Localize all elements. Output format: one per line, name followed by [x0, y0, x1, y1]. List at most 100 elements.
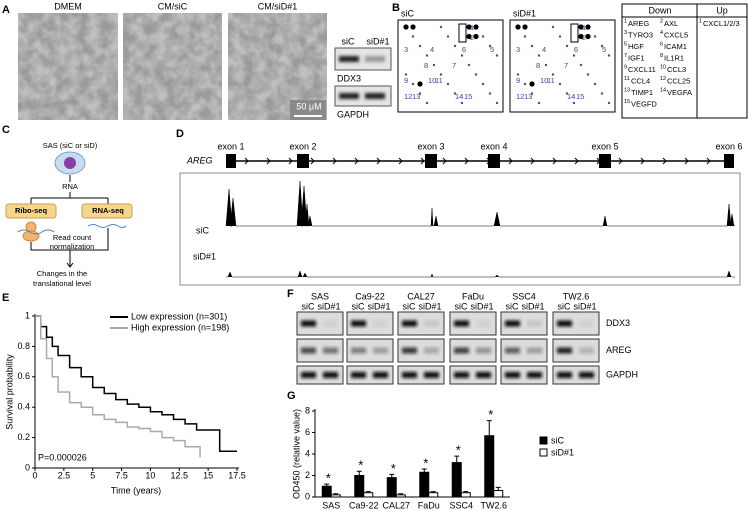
array-spot — [523, 35, 527, 38]
spot-number: 7 — [564, 61, 568, 70]
antibody-array — [509, 19, 616, 113]
array-spot — [516, 73, 520, 76]
table-entry: AXL — [664, 19, 678, 28]
exon — [226, 154, 236, 168]
x-tick-label: 12.5 — [171, 470, 189, 480]
y-tick-label: 0.4 — [17, 402, 30, 412]
tree — [30, 228, 109, 258]
bar — [451, 462, 462, 498]
blot-band — [424, 372, 439, 378]
bar — [484, 435, 495, 498]
spot-number: 8 — [424, 61, 428, 70]
blot — [552, 365, 600, 385]
cell-line-label: SSC4 — [512, 291, 536, 301]
cell-line-label: SAS — [311, 291, 329, 301]
survival-curve — [35, 315, 237, 453]
y-axis-label: Survival probability — [4, 354, 14, 430]
strand-arrow — [684, 157, 689, 165]
error-bar — [389, 473, 395, 478]
y-tick-label: 4 — [305, 448, 310, 458]
x-tick-label: TW2.6 — [480, 500, 507, 510]
significance-mark: * — [423, 455, 428, 470]
array-spot — [544, 63, 548, 67]
lane-label: siD#1 — [573, 301, 596, 311]
blot-row-label: AREG — [606, 345, 632, 355]
blot-band — [527, 347, 542, 354]
step-label: normalization — [50, 242, 95, 251]
table-index: 1 — [699, 18, 702, 24]
track-label: siC — [196, 225, 209, 235]
array-spot — [495, 101, 499, 105]
lane-label: siC — [342, 36, 355, 46]
x-tick-label: Ca9-22 — [349, 500, 379, 510]
bar — [321, 485, 332, 498]
blot-band — [301, 320, 316, 327]
table-index: 9 — [624, 64, 627, 70]
spot-number: 3 — [516, 45, 520, 54]
array-spot — [572, 101, 576, 105]
blot-band — [579, 372, 594, 378]
table-index: 12 — [660, 76, 666, 82]
table-header: Up — [716, 5, 728, 15]
strand-arrow — [244, 157, 249, 165]
blot-band — [454, 320, 469, 327]
bar — [419, 471, 430, 498]
error-bar — [324, 483, 330, 487]
y-tick-label: 0 — [25, 462, 30, 472]
blot-band — [527, 372, 542, 378]
spot-number: 11 — [547, 76, 555, 85]
array-spot — [530, 44, 534, 48]
x-tick-label: SSC4 — [449, 500, 473, 510]
table-index: 3 — [624, 30, 627, 36]
x-axis-label: Time (years) — [111, 485, 161, 495]
panel-letter: B — [392, 2, 400, 14]
array-spot — [432, 63, 436, 67]
spot-number: 10 — [540, 76, 548, 85]
x-tick-label: SAS — [322, 500, 340, 510]
blot — [397, 365, 445, 385]
strand-arrow — [376, 157, 381, 165]
blot — [334, 47, 392, 71]
strand-arrow — [706, 157, 711, 165]
array-spot — [593, 82, 597, 86]
y-tick-label: 0.6 — [17, 371, 30, 381]
panel-letter: F — [287, 288, 294, 300]
spot-number: 7 — [452, 61, 456, 70]
bar — [493, 490, 504, 498]
blot — [346, 365, 394, 385]
blot — [334, 85, 392, 107]
array-spot — [607, 54, 611, 57]
spot-number: 11 — [435, 76, 443, 85]
micrograph-texture — [123, 13, 222, 120]
x-tick-label: 2.5 — [58, 470, 71, 480]
table-index: 1 — [624, 18, 627, 24]
coverage-track — [225, 180, 735, 227]
blot-band — [579, 320, 594, 327]
array-spot — [466, 33, 472, 40]
x-tick-label: CAL27 — [382, 500, 410, 510]
strand-arrow — [398, 157, 403, 165]
lane-label: siD#1 — [521, 301, 544, 311]
bar — [395, 494, 406, 498]
strand-arrow — [354, 157, 359, 165]
table-entry: CCL25 — [667, 76, 690, 85]
exon — [297, 154, 309, 168]
axes — [314, 409, 510, 498]
blot-band — [365, 93, 385, 99]
y-axis-label: OD450 (relative value) — [291, 409, 301, 499]
error-bar — [430, 491, 436, 493]
arrow — [66, 258, 74, 268]
exon — [599, 154, 611, 168]
array-spot — [558, 82, 562, 86]
method-label: RNA-seq — [92, 206, 124, 215]
blot — [449, 365, 497, 385]
legend-label: Low expression (n=301) — [131, 311, 227, 321]
array-spot — [439, 73, 443, 76]
blot — [397, 338, 445, 363]
blot — [500, 365, 548, 385]
table-entry: IL1R1 — [664, 53, 684, 62]
table-entry: CCL3 — [667, 65, 686, 74]
blot-band — [424, 347, 439, 354]
condition-label: CM/siC — [158, 1, 188, 11]
strand-arrow — [310, 157, 315, 165]
